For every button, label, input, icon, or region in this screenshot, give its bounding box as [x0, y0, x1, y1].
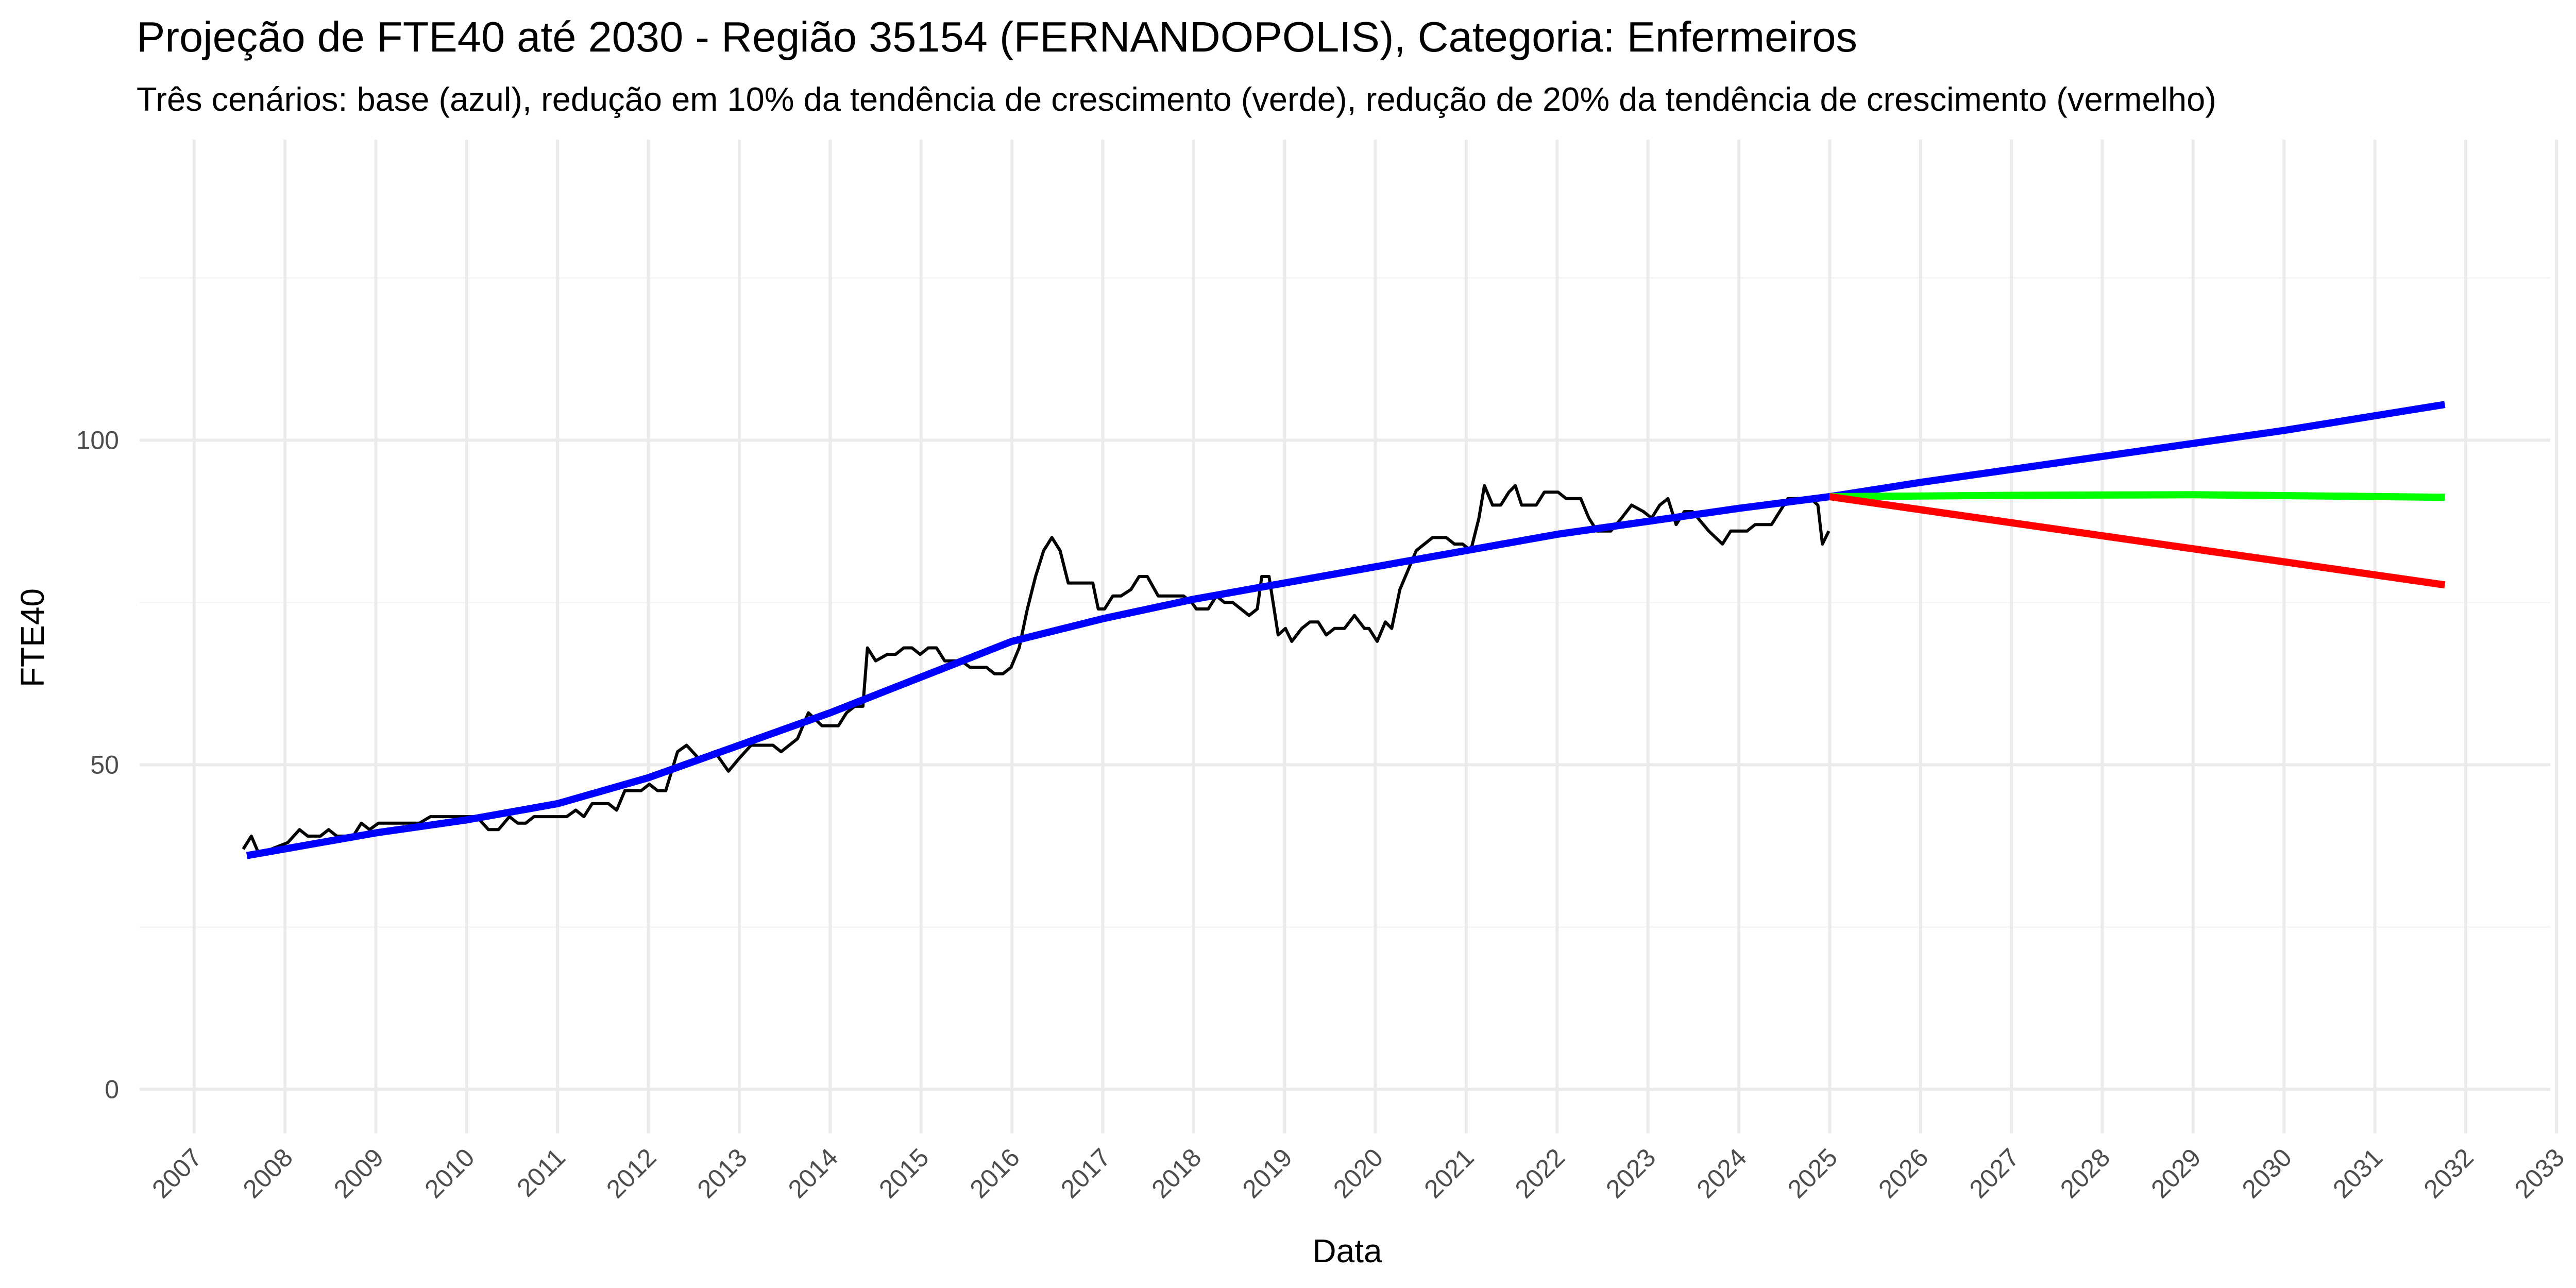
- x-tick-label: 2007: [146, 1143, 207, 1204]
- x-tick-label: 2021: [1418, 1143, 1479, 1204]
- x-tick-label: 2017: [1055, 1143, 1116, 1204]
- y-axis-label: FTE40: [14, 588, 51, 687]
- y-tick-label: 100: [76, 426, 119, 454]
- series-line: [246, 401, 2446, 859]
- series-line: [242, 484, 1831, 857]
- series-line: [1829, 493, 2446, 589]
- x-tick-label: 2010: [419, 1143, 480, 1204]
- x-tick-label: 2026: [1873, 1143, 1934, 1204]
- x-tick-label: 2027: [1964, 1143, 2025, 1204]
- x-tick-label: 2014: [783, 1143, 843, 1204]
- x-tick-label: 2020: [1328, 1143, 1388, 1204]
- x-tick-label: 2016: [964, 1143, 1025, 1204]
- x-tick-label: 2028: [2055, 1143, 2115, 1204]
- chart-title: Projeção de FTE40 até 2030 - Região 3515…: [137, 13, 1857, 61]
- x-tick-label: 2025: [1782, 1143, 1843, 1204]
- x-tick-label: 2015: [873, 1143, 934, 1204]
- y-tick-label: 50: [90, 750, 119, 779]
- y-tick-label: 0: [105, 1075, 119, 1104]
- x-axis-label: Data: [1312, 1232, 1382, 1269]
- x-tick-label: 2023: [1600, 1143, 1661, 1204]
- x-tick-label: 2009: [328, 1143, 389, 1204]
- x-tick-label: 2022: [1510, 1143, 1570, 1204]
- x-tick-label: 2012: [601, 1143, 662, 1204]
- series-line: [1829, 491, 2445, 501]
- x-tick-label: 2032: [2418, 1143, 2479, 1204]
- x-tick-label: 2033: [2509, 1143, 2570, 1204]
- x-tick-label: 2013: [692, 1143, 753, 1204]
- x-tick-label: 2031: [2327, 1143, 2388, 1204]
- x-tick-label: 2029: [2145, 1143, 2206, 1204]
- x-tick-label: 2019: [1237, 1143, 1298, 1204]
- x-tick-label: 2030: [2236, 1143, 2297, 1204]
- x-tick-label: 2008: [238, 1143, 298, 1204]
- chart-subtitle: Três cenários: base (azul), redução em 1…: [137, 80, 2216, 118]
- x-tick-label: 2024: [1691, 1143, 1752, 1204]
- x-tick-label: 2018: [1146, 1143, 1207, 1204]
- x-tick-label: 2011: [511, 1143, 571, 1202]
